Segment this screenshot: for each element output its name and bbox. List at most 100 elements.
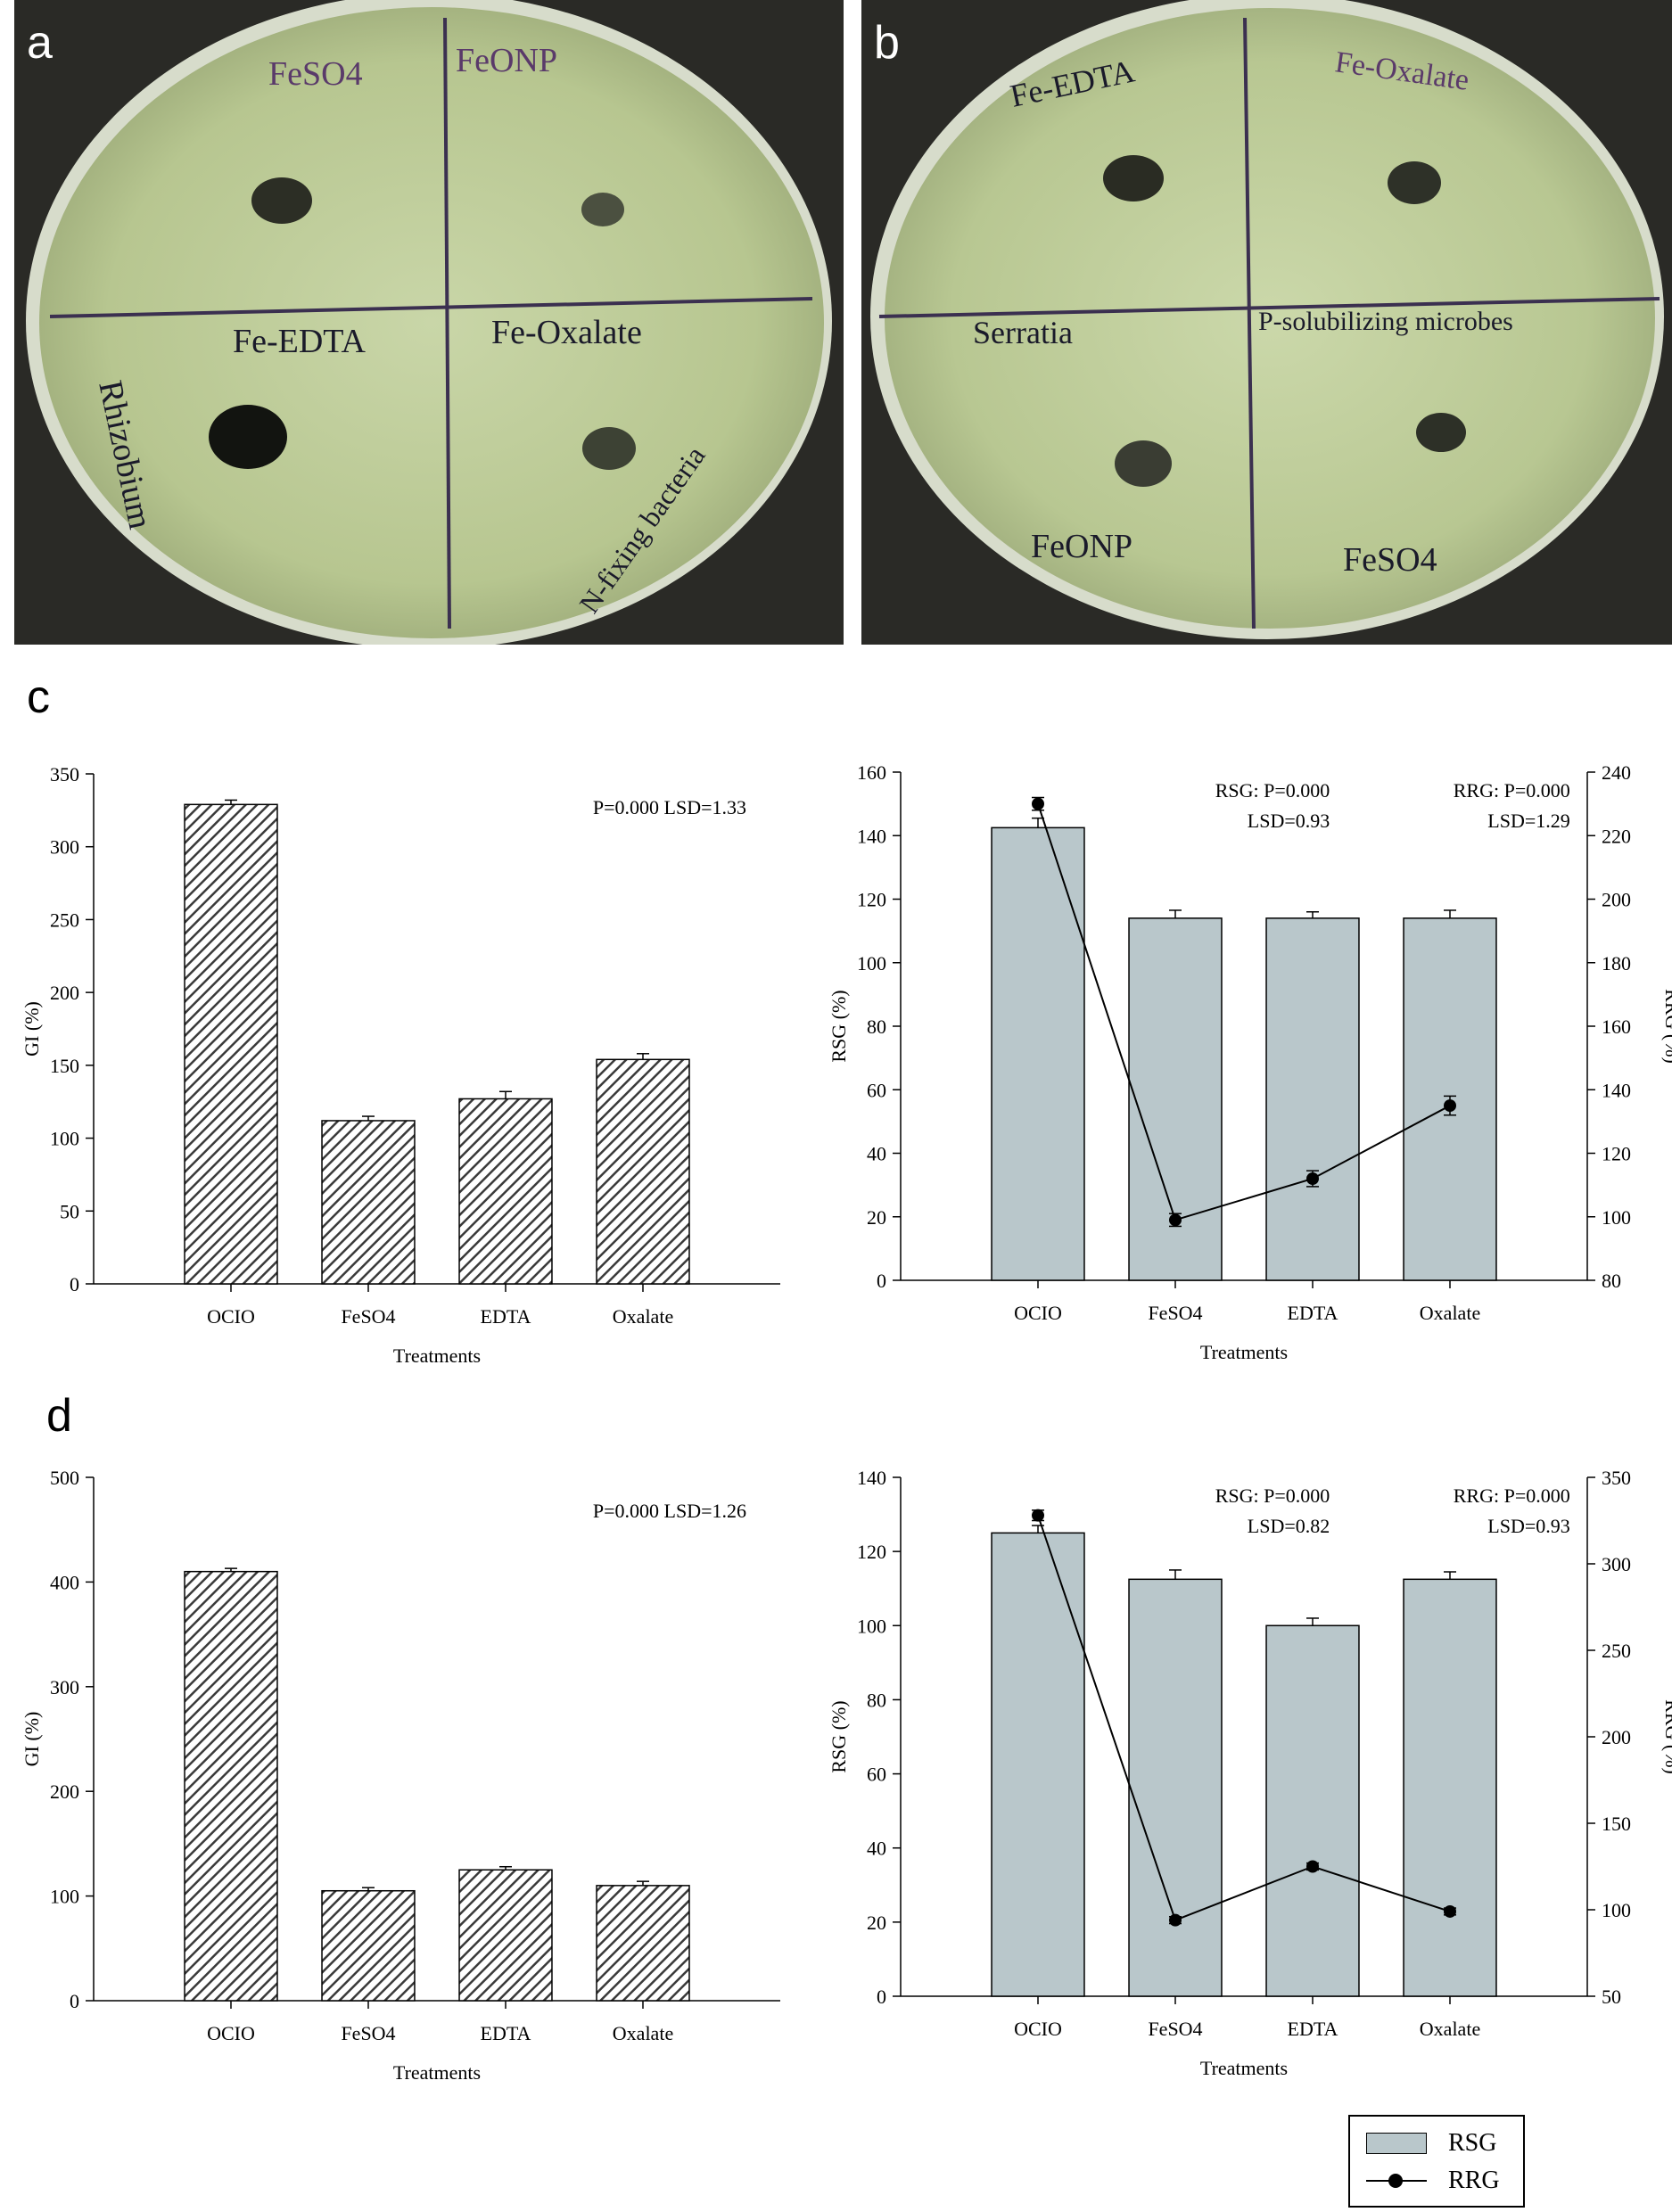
- x-tick-label: FeSO4: [1148, 1302, 1202, 1324]
- stat-annotation: P=0.000 LSD=1.26: [593, 1500, 746, 1522]
- x-axis-label: Treatments: [1200, 1341, 1288, 1363]
- x-tick-label: EDTA: [1288, 2018, 1338, 2040]
- y-tick-label: 160: [857, 761, 886, 784]
- dish-label: FeONP: [456, 42, 557, 79]
- y2-tick-label: 200: [1602, 889, 1631, 911]
- panel-letter-d: d: [46, 1390, 72, 1442]
- y2-axis-label: RRG (%): [1661, 989, 1672, 1064]
- photo-a-labels: FeSO4 FeONP Fe-EDTA Fe-Oxalate Rhizobium…: [91, 42, 711, 619]
- y2-tick-label: 220: [1602, 825, 1631, 847]
- x-tick-label: OCIO: [1014, 1302, 1062, 1324]
- dish-label: FeONP: [1031, 528, 1133, 565]
- x-tick-label: Oxalate: [1420, 1302, 1480, 1324]
- stat-annotation: LSD=1.29: [1487, 810, 1569, 832]
- x-tick-label: FeSO4: [341, 2022, 395, 2044]
- bar: [321, 1889, 416, 2002]
- bar: [1265, 1624, 1360, 1997]
- y-tick-label: 40: [867, 1838, 886, 1860]
- y-tick-label: 50: [60, 1200, 79, 1222]
- bar: [1265, 917, 1360, 1281]
- stat-annotation: RSG: P=0.000: [1215, 1484, 1330, 1507]
- x-tick-label: FeSO4: [341, 1305, 395, 1328]
- x-axis-label: Treatments: [1200, 2057, 1288, 2079]
- stat-annotation: LSD=0.93: [1487, 1515, 1569, 1537]
- panel-letter-b: b: [874, 17, 900, 69]
- y2-tick-label: 200: [1602, 1726, 1631, 1748]
- y2-tick-label: 80: [1602, 1270, 1621, 1292]
- y2-tick-label: 120: [1602, 1143, 1631, 1165]
- x-tick-label: OCIO: [1014, 2018, 1062, 2040]
- stat-annotation: RSG: P=0.000: [1215, 779, 1330, 802]
- y-tick-label: 120: [857, 889, 886, 911]
- data-point-rrg: [1032, 797, 1044, 810]
- series-line-rrg: [1037, 803, 1451, 1221]
- dish-label: Fe-EDTA: [233, 323, 366, 360]
- x-tick-label: FeSO4: [1148, 2018, 1202, 2040]
- y2-tick-label: 100: [1602, 1899, 1631, 1921]
- y-tick-label: 200: [50, 982, 79, 1004]
- y-tick-label: 80: [867, 1016, 886, 1038]
- bar: [321, 1120, 416, 1285]
- y-tick-label: 140: [857, 1467, 886, 1489]
- x-tick-label: EDTA: [481, 1305, 531, 1328]
- legend-marker-rrg: [1388, 2174, 1403, 2188]
- y2-axis-label: RRG (%): [1661, 1699, 1672, 1774]
- y2-tick-label: 350: [1602, 1467, 1631, 1489]
- bar: [596, 1885, 690, 2002]
- dish-label: FeSO4: [1343, 541, 1437, 579]
- y2-tick-label: 250: [1602, 1640, 1631, 1662]
- x-axis-label: Treatments: [393, 1344, 481, 1367]
- y2-tick-label: 140: [1602, 1079, 1631, 1101]
- data-point-rrg: [1306, 1172, 1319, 1185]
- bar: [596, 1058, 690, 1285]
- y2-tick-label: 150: [1602, 1813, 1631, 1835]
- series-line-rrg: [1037, 1515, 1451, 1921]
- dish-label: Fe-EDTA: [1007, 53, 1137, 113]
- data-point-rrg: [1444, 1904, 1456, 1918]
- dish-label: N-fixing bacteria: [572, 440, 711, 619]
- x-tick-label: EDTA: [481, 2022, 531, 2044]
- y-tick-label: 300: [50, 836, 79, 859]
- y-tick-label: 0: [70, 1273, 79, 1295]
- x-axis-label: Treatments: [393, 2061, 481, 2084]
- stat-annotation: RRG: P=0.000: [1454, 1484, 1570, 1507]
- y-tick-label: 400: [50, 1571, 79, 1593]
- bar: [1128, 1578, 1223, 1997]
- bar: [991, 826, 1085, 1281]
- y-tick-label: 100: [50, 1128, 79, 1150]
- y-tick-label: 120: [857, 1541, 886, 1563]
- y-axis-label: GI (%): [21, 1001, 43, 1057]
- y-tick-label: 60: [867, 1079, 886, 1101]
- bar: [184, 1570, 278, 2002]
- y2-tick-label: 100: [1602, 1206, 1631, 1229]
- x-tick-label: Oxalate: [1420, 2018, 1480, 2040]
- y-tick-label: 0: [877, 1270, 886, 1292]
- x-tick-label: Oxalate: [613, 1305, 673, 1328]
- chart-rsg-rrg-c: 0 20 40 60 80 100 120 140 160 RSG (%) 80 100 120 140 1…: [828, 761, 1672, 1363]
- y-tick-label: 0: [877, 1986, 886, 2008]
- data-point-rrg: [1169, 1213, 1182, 1227]
- dish-label: Fe-Oxalate: [491, 314, 642, 351]
- bar: [458, 1098, 553, 1285]
- dish-label: Rhizobium: [91, 377, 159, 532]
- y-tick-label: 0: [70, 1990, 79, 2012]
- data-point-rrg: [1444, 1099, 1456, 1113]
- x-tick-label: OCIO: [207, 1305, 255, 1328]
- y-tick-label: 80: [867, 1689, 886, 1711]
- stat-annotation: RRG: P=0.000: [1454, 779, 1570, 802]
- chart-rsg-rrg-d: 0 20 40 60 80 100 120 140 RSG (%) 50 100 150 200 250 3…: [828, 1467, 1672, 2079]
- y-tick-label: 100: [857, 952, 886, 974]
- petri-dish-photo-a: [14, 0, 844, 645]
- legend: RSG RRG: [1348, 2115, 1525, 2208]
- y-axis-label: GI (%): [21, 1712, 43, 1767]
- petri-dish-photo-b: [861, 0, 1672, 645]
- bar: [1403, 1578, 1497, 1997]
- y2-tick-label: 240: [1602, 761, 1631, 784]
- chart-gi-c: 0 50 100 150 200 250 300 350 GI (%) OCIO FeSO4 EDTA…: [21, 763, 780, 1367]
- y-axis-label: RSG (%): [828, 1700, 850, 1772]
- data-point-rrg: [1306, 1860, 1319, 1873]
- stat-annotation: P=0.000 LSD=1.33: [593, 796, 746, 818]
- y-tick-label: 40: [867, 1143, 886, 1165]
- stat-annotation: LSD=0.82: [1248, 1515, 1330, 1537]
- dish-label: Serratia: [973, 315, 1073, 350]
